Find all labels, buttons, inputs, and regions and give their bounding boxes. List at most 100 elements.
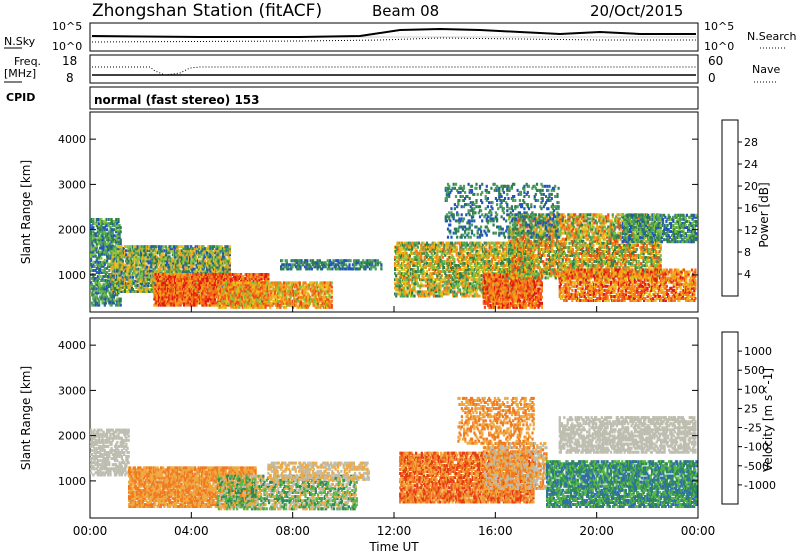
scatter-cell [415, 290, 417, 293]
scatter-cell [237, 302, 239, 305]
scatter-cell [179, 270, 181, 273]
scatter-cell [105, 232, 107, 235]
scatter-cell [261, 283, 263, 286]
scatter-cell [330, 261, 332, 264]
nsky-label: N.Sky [4, 35, 36, 48]
scatter-cell [311, 267, 313, 270]
scatter-cell [350, 259, 352, 262]
scatter-cell [120, 230, 122, 233]
scatter-cell [409, 278, 411, 281]
scatter-cell [92, 304, 94, 307]
scatter-cell [137, 245, 139, 248]
scatter-cell [93, 222, 95, 225]
scatter-cell [277, 300, 279, 303]
freq-tick-top: 18 [62, 54, 77, 68]
scatter-cell [96, 243, 98, 246]
scatter-cell [110, 245, 112, 248]
scatter-cell [127, 260, 129, 263]
scatter-cell [348, 263, 350, 266]
nave-trace [92, 67, 696, 75]
scatter-cell [345, 259, 347, 262]
scatter-cell [267, 281, 269, 284]
scatter-cell [209, 245, 211, 248]
scatter-cell [100, 257, 102, 260]
scatter-cell [331, 281, 333, 284]
scatter-cell [229, 245, 231, 248]
scatter-cell [213, 245, 215, 248]
scatter-cell [135, 268, 137, 271]
scatter-cell [247, 306, 249, 309]
nsearch-trace [92, 38, 696, 42]
scatter-cell [132, 276, 134, 279]
scatter-cell [93, 265, 95, 268]
scatter-cell [106, 228, 108, 231]
scatter-cell [225, 306, 227, 309]
scatter-cell [132, 288, 134, 291]
scatter-cell [358, 259, 360, 262]
scatter-cell [299, 292, 301, 295]
scatter-cell [198, 245, 200, 248]
power-panel [90, 112, 698, 312]
scatter-cell [113, 234, 115, 237]
scatter-cell [254, 281, 256, 284]
scatter-cell [396, 268, 398, 271]
scatter-cell [263, 281, 265, 284]
nsearch-tick-bottom: 10^0 [704, 40, 734, 53]
scatter-cell [90, 218, 92, 221]
scatter-cell [377, 259, 379, 262]
scatter-cell [331, 290, 333, 293]
scatter-cell [160, 270, 162, 273]
freq-unit: [MHz] [4, 67, 36, 80]
nave-tick-top: 60 [708, 54, 723, 68]
beam-label: Beam 08 [372, 2, 439, 20]
scatter-cell [120, 238, 122, 241]
scatter-cell [331, 300, 333, 303]
scatter-cell [286, 259, 288, 262]
scatter-cell [92, 226, 94, 229]
nsearch-tick-top: 10^5 [704, 20, 734, 33]
scatter-cell [171, 245, 173, 248]
scatter-cell [281, 259, 283, 262]
scatter-cell [97, 218, 99, 221]
scatter-cell [253, 292, 255, 295]
scatter-cell [399, 270, 401, 273]
scatter-cell [229, 257, 231, 260]
scatter-cell [163, 245, 165, 248]
nsky-trace [92, 29, 696, 37]
scatter-cell [120, 304, 122, 307]
scatter-cell [413, 295, 415, 298]
scatter-cell [256, 273, 258, 276]
scatter-cell [120, 226, 122, 229]
scatter-cell [117, 218, 119, 221]
scatter-cell [331, 296, 333, 299]
scatter-cell [198, 251, 200, 254]
scatter-cell [331, 304, 333, 307]
scatter-cell [204, 260, 206, 263]
scatter-cell [122, 260, 124, 263]
scatter-cell [319, 259, 321, 262]
scatter-cell [125, 249, 127, 252]
scatter-cell [229, 262, 231, 265]
scatter-cell [92, 269, 94, 272]
station-title: Zhongshan Station (fitACF) [92, 1, 322, 21]
scatter-cell [205, 273, 207, 276]
scatter-cell [117, 240, 119, 243]
scatter-cell [267, 273, 269, 276]
scatter-cell [206, 251, 208, 254]
scatter-cell [124, 245, 126, 248]
scatter-cell [163, 253, 165, 256]
scatter-cell [320, 296, 322, 299]
scatter-cell [380, 263, 382, 266]
scatter-cell [106, 271, 108, 274]
scatter-cell [96, 271, 98, 274]
scatter-cell [115, 218, 117, 221]
scatter-cell [299, 265, 301, 268]
scatter-cell [155, 245, 157, 248]
cpid-text: normal (fast stereo) 153 [94, 93, 260, 107]
scatter-cell [165, 245, 167, 248]
scatter-cell [409, 242, 411, 245]
scatter-cell [371, 259, 373, 262]
scatter-cell [317, 259, 319, 262]
scatter-cell [294, 290, 296, 293]
